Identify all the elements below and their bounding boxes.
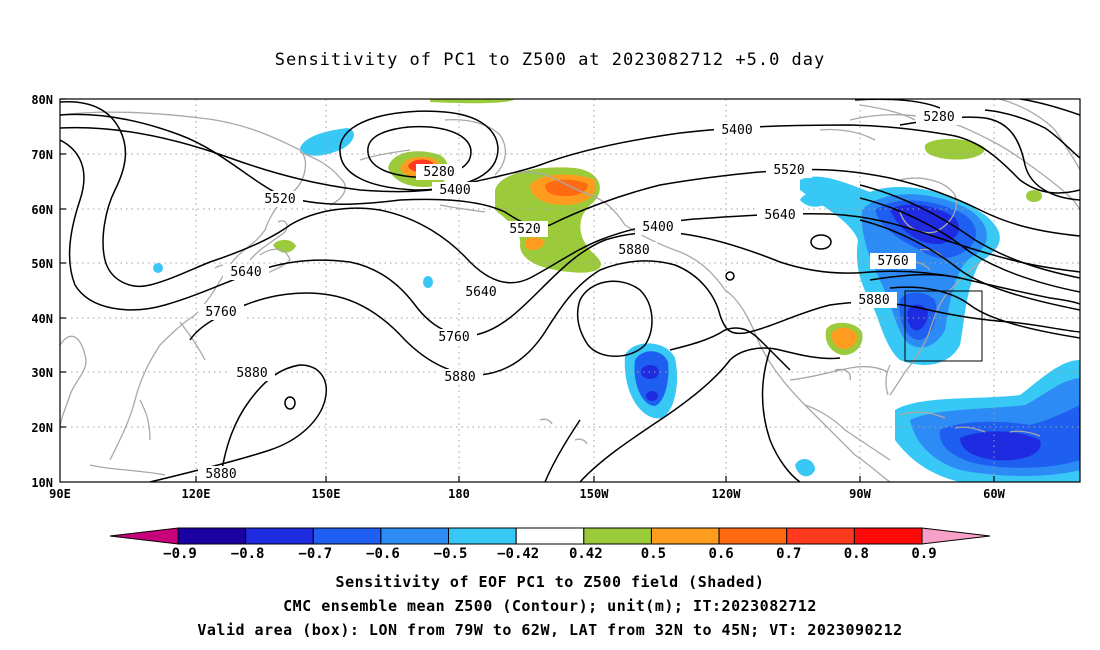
colorbar-label: 0.42: [569, 546, 603, 562]
contour-label: 5880: [858, 293, 889, 308]
lat-label: 40N: [31, 312, 53, 326]
longitude-labels: 90E 120E 150E 180 150W 120W 90W 60W: [49, 487, 1005, 501]
colorbar-right-arrow: [921, 527, 991, 545]
colorbar-label: 0.6: [708, 546, 733, 562]
colorbar-box: [786, 527, 855, 545]
lat-label: 80N: [31, 93, 53, 107]
lon-label: 150W: [580, 487, 610, 501]
coastlines: [60, 99, 1080, 482]
lon-label: 90E: [49, 487, 71, 501]
contour-label: 5760: [205, 305, 236, 320]
colorbar: −0.9 −0.8 −0.7 −0.6 −0.5 −0.42 0.42 0.5 0.6 0.7 0.…: [109, 527, 991, 562]
colorbar-box: [312, 527, 382, 545]
colorbar-box: [245, 527, 314, 545]
contour-label: 5280: [423, 165, 454, 180]
lon-label: 180: [448, 487, 470, 501]
colorbar-box: [583, 527, 652, 545]
colorbar-label: −0.5: [434, 546, 468, 562]
axis-ticks: [60, 98, 995, 482]
lat-label: 60N: [31, 203, 53, 217]
colorbar-label: −0.6: [366, 546, 400, 562]
colorbar-label: 0.8: [844, 546, 869, 562]
contour-label: 5880: [205, 467, 236, 482]
contour-label: 5280: [923, 110, 954, 125]
valid-area-box: [904, 290, 983, 362]
contour-label: 5520: [509, 222, 540, 237]
z500-contours: [60, 99, 1080, 482]
colorbar-box: [177, 527, 247, 545]
lat-label: 10N: [31, 476, 53, 490]
contour-label: 5760: [438, 330, 469, 345]
lon-label: 120E: [182, 487, 211, 501]
contour-label: 5880: [236, 366, 267, 381]
colorbar-left-arrow: [109, 527, 179, 545]
colorbar-box: [515, 527, 585, 545]
contour-label: 5640: [764, 208, 795, 223]
contour-label: 5400: [721, 123, 752, 138]
colorbar-box: [853, 527, 923, 545]
colorbar-box: [650, 527, 720, 545]
plot-title: Sensitivity of PC1 to Z500 at 2023082712…: [274, 50, 826, 70]
lat-label: 50N: [31, 257, 53, 271]
contour-label: 5400: [439, 183, 470, 198]
contour-label: 5880: [618, 243, 649, 258]
sensitivity-shading: [153, 99, 1080, 482]
lat-label: 20N: [31, 421, 53, 435]
caption-line-1: Sensitivity of EOF PC1 to Z500 field (Sh…: [335, 573, 765, 591]
caption-line-3: Valid area (box): LON from 79W to 62W, L…: [197, 621, 903, 639]
contour-label: 5880: [444, 370, 475, 385]
contour-labels: 5280 5400 5520 5640 5760 5880 5280 5400 …: [205, 110, 955, 482]
contour-label: 5760: [877, 254, 908, 269]
colorbar-box: [718, 527, 788, 545]
colorbar-label: −0.8: [231, 546, 265, 562]
colorbar-box: [380, 527, 450, 545]
contour-label: 5520: [264, 192, 295, 207]
contour-label: 5400: [642, 220, 673, 235]
lat-label: 30N: [31, 366, 53, 380]
colorbar-label: −0.42: [497, 546, 539, 562]
colorbar-label: 0.9: [911, 546, 936, 562]
lon-label: 60W: [983, 487, 1005, 501]
colorbar-label: 0.5: [641, 546, 666, 562]
contour-label: 5520: [773, 163, 804, 178]
contour-label: 5640: [465, 285, 496, 300]
contour-label: 5640: [230, 265, 261, 280]
colorbar-box: [448, 527, 517, 545]
colorbar-label: 0.7: [776, 546, 801, 562]
lon-label: 90W: [849, 487, 871, 501]
lon-label: 120W: [712, 487, 742, 501]
lon-label: 150E: [312, 487, 341, 501]
caption-line-2: CMC ensemble mean Z500 (Contour); unit(m…: [283, 597, 817, 615]
colorbar-label: −0.9: [163, 546, 197, 562]
gridlines: [60, 99, 1080, 482]
latitude-labels: 80N 70N 60N 50N 40N 30N 20N 10N: [31, 93, 53, 490]
map-frame: [59, 98, 1081, 483]
lat-label: 70N: [31, 148, 53, 162]
colorbar-label: −0.7: [298, 546, 332, 562]
